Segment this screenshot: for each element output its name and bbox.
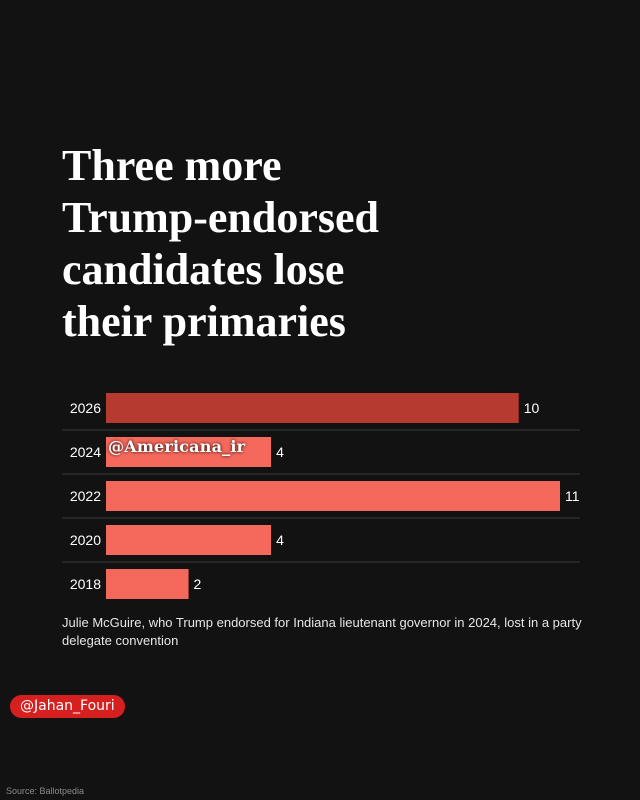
value-label-2024: 4 [276,444,284,460]
year-label-2022: 2022 [70,488,101,504]
bar-2022 [106,481,560,511]
year-label-2024: 2024 [70,444,101,460]
bar-chart: 2026 10 2024 4 2022 11 2020 4 2018 2 [0,386,640,606]
value-label-2022: 11 [565,488,580,504]
value-label-2026: 10 [524,400,540,416]
bar-chart-svg: 2026 10 2024 4 2022 11 2020 4 2018 2 [62,393,580,599]
source-credit: Source: Ballotpedia [6,786,85,796]
chart-footnote: Julie McGuire, who Trump endorsed for In… [62,615,582,648]
bar-2018 [106,569,189,599]
year-label-2018: 2018 [70,576,101,592]
americana-watermark: @Americana_ir [108,437,246,456]
year-label-2026: 2026 [70,400,101,416]
bar-2020 [106,525,272,555]
value-label-2018: 2 [194,576,202,592]
headline: Three more Trump-endorsed candidates los… [62,141,379,346]
year-label-2020: 2020 [70,532,101,548]
bar-2024 [106,437,272,467]
jahan-fouri-handle-badge: @Jahan_Fouri [10,695,125,718]
value-label-2020: 4 [276,532,284,548]
bar-2026 [106,393,519,423]
